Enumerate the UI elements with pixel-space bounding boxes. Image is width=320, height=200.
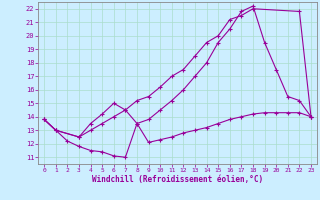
X-axis label: Windchill (Refroidissement éolien,°C): Windchill (Refroidissement éolien,°C) <box>92 175 263 184</box>
